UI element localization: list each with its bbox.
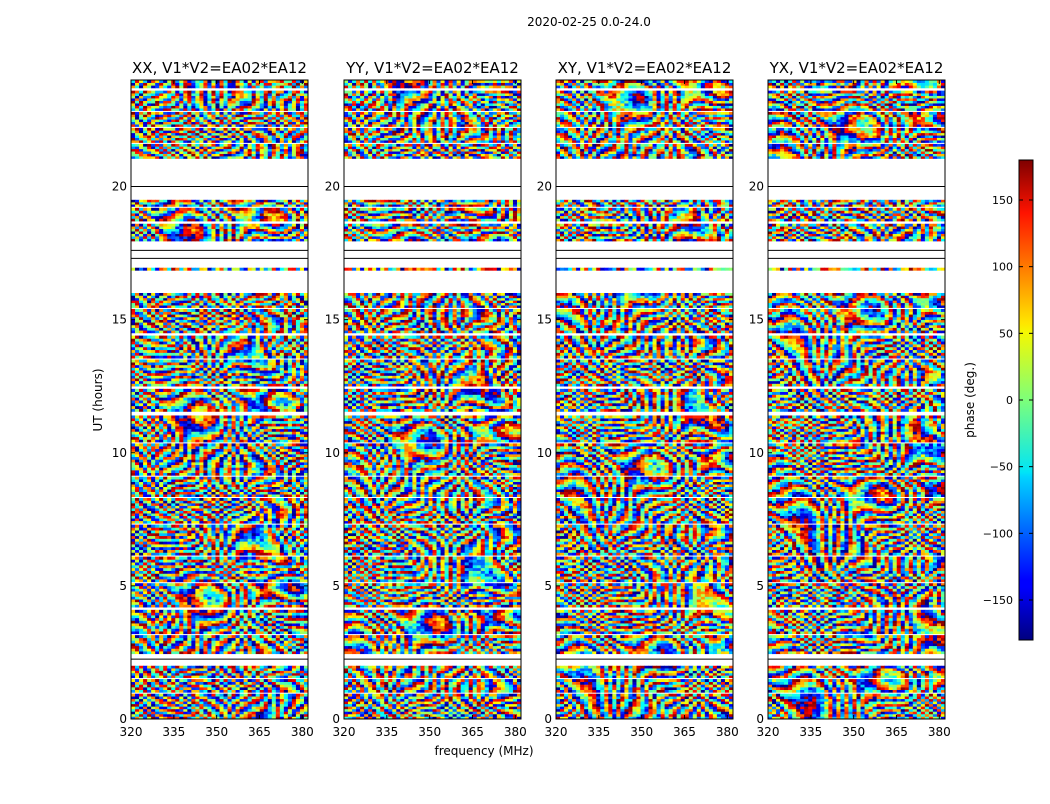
y-tick-label: 0 [332, 712, 340, 726]
panel-title: XY, V1*V2=EA02*EA12 [558, 59, 732, 77]
panel-yy: YY, V1*V2=EA02*EA12 320 335 350 365 380 0 5 10 15… [325, 59, 527, 739]
y-tick-label: 15 [112, 313, 127, 327]
panels: XX, V1*V2=EA02*EA12 320 335 350 365 380 0 5 10 15… [112, 59, 951, 739]
colorbar-tick-label: 0 [1006, 394, 1013, 407]
y-tick-label: 15 [537, 313, 552, 327]
y-tick-label: 0 [544, 712, 552, 726]
y-tick-label: 0 [756, 712, 764, 726]
x-tick-label: 335 [799, 725, 822, 739]
x-tick-label: 335 [375, 725, 398, 739]
x-tick-label: 365 [673, 725, 696, 739]
y-tick-label: 10 [749, 446, 764, 460]
x-tick-label: 335 [162, 725, 185, 739]
y-tick-label: 20 [112, 180, 127, 194]
colorbar-tick-label: 100 [992, 261, 1013, 274]
y-tick-label: 20 [537, 180, 552, 194]
panel-xx: XX, V1*V2=EA02*EA12 320 335 350 365 380 0 5 10 15… [112, 59, 314, 739]
y-tick-label: 10 [325, 446, 340, 460]
y-tick-label: 0 [119, 712, 127, 726]
colorbar-tick-label: −50 [990, 461, 1013, 474]
x-tick-label: 350 [205, 725, 228, 739]
y-tick-label: 15 [749, 313, 764, 327]
x-tick-label: 350 [630, 725, 653, 739]
panel-xy: XY, V1*V2=EA02*EA12 320 335 350 365 380 0 5 10 15… [537, 59, 739, 739]
y-axis-label: UT (hours) [91, 368, 105, 431]
y-tick-label: 5 [756, 579, 764, 593]
x-tick-label: 335 [587, 725, 610, 739]
x-tick-label: 350 [842, 725, 865, 739]
y-tick-label: 5 [119, 579, 127, 593]
x-tick-label: 320 [545, 725, 568, 739]
panel-title: YX, V1*V2=EA02*EA12 [769, 59, 944, 77]
x-tick-label: 365 [885, 725, 908, 739]
x-tick-label: 365 [248, 725, 271, 739]
colorbar-tick-label: −150 [983, 594, 1013, 607]
colorbar-tick-label: 150 [992, 194, 1013, 207]
panel-title: XX, V1*V2=EA02*EA12 [132, 59, 307, 77]
x-tick-label: 380 [291, 725, 314, 739]
y-tick-label: 20 [325, 180, 340, 194]
panel-yx: YX, V1*V2=EA02*EA12 320 335 350 365 380 0 5 10 15… [749, 59, 951, 739]
y-tick-label: 10 [112, 446, 127, 460]
x-axis-label: frequency (MHz) [434, 744, 533, 758]
colorbar-label: phase (deg.) [963, 362, 977, 438]
colorbar: −150 −100 −50 0 50 100 150 phase (deg.) [963, 160, 1033, 640]
x-tick-label: 320 [757, 725, 780, 739]
figure-title: 2020-02-25 0.0-24.0 [527, 15, 651, 29]
colorbar-tick-label: 50 [999, 327, 1013, 340]
x-tick-label: 380 [716, 725, 739, 739]
y-tick-label: 5 [332, 579, 340, 593]
y-tick-label: 10 [537, 446, 552, 460]
y-tick-label: 15 [325, 313, 340, 327]
y-tick-label: 5 [544, 579, 552, 593]
x-tick-label: 350 [418, 725, 441, 739]
panel-title: YY, V1*V2=EA02*EA12 [345, 59, 519, 77]
x-tick-label: 320 [120, 725, 143, 739]
x-tick-label: 380 [928, 725, 951, 739]
y-tick-label: 20 [749, 180, 764, 194]
x-tick-label: 320 [333, 725, 356, 739]
x-tick-label: 365 [461, 725, 484, 739]
x-tick-label: 380 [504, 725, 527, 739]
colorbar-tick-label: −100 [983, 527, 1013, 540]
